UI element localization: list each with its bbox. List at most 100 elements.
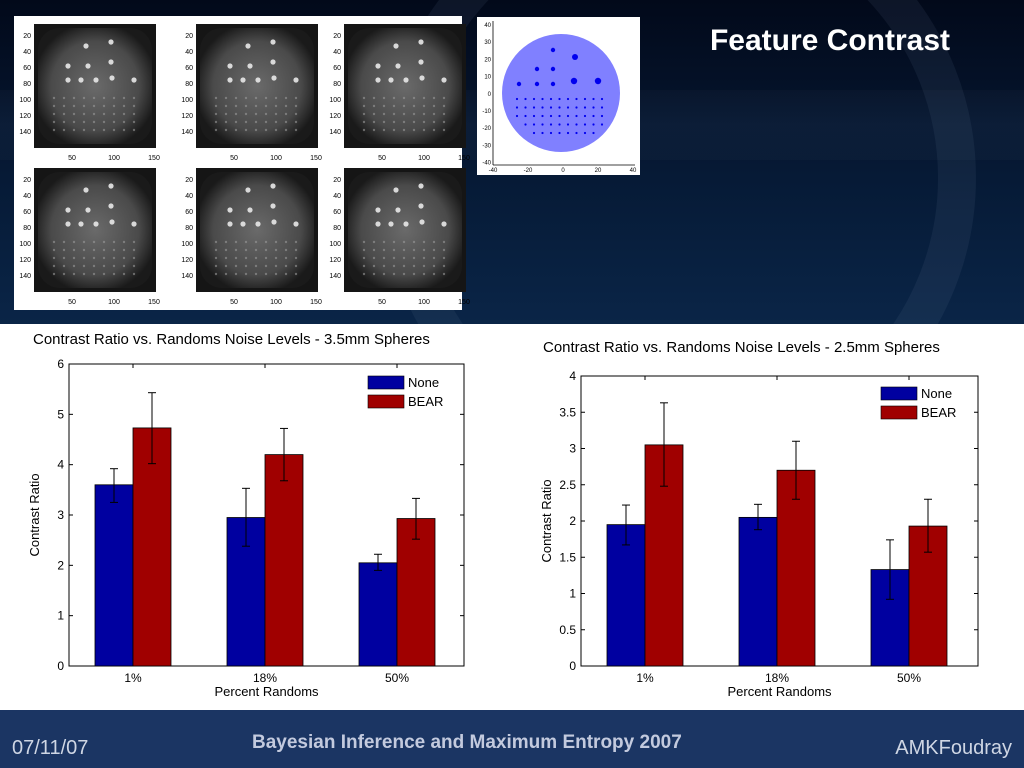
charts-area: Contrast Ratio vs. Randoms Noise Levels … bbox=[0, 324, 1024, 710]
phantom-y-tick: -30 bbox=[482, 143, 491, 149]
bar-bear-3 bbox=[396, 518, 436, 667]
pet-y-tick: 120 bbox=[19, 257, 31, 264]
pet-y-tick: 80 bbox=[333, 225, 341, 232]
bar-bear-2 bbox=[264, 454, 304, 667]
pet-y-tick: 60 bbox=[23, 209, 31, 216]
pet-image-5: 20 40 60 80 100 120 140 50 100 150 bbox=[181, 168, 322, 306]
pet-y-tick: 60 bbox=[333, 65, 341, 72]
pet-x-tick: 100 bbox=[418, 299, 430, 306]
pet-image-1: 20 40 60 80 100 120 140 50 100 150 bbox=[19, 24, 160, 162]
pet-y-tick: 100 bbox=[19, 241, 31, 248]
pet-y-tick: 140 bbox=[19, 273, 31, 280]
y-axis-label: Contrast Ratio bbox=[27, 473, 42, 556]
phantom-small-sphere bbox=[532, 114, 536, 118]
legend-swatch-bear bbox=[367, 394, 405, 409]
pet-x-tick: 150 bbox=[148, 155, 160, 162]
phantom-small-sphere bbox=[566, 114, 570, 118]
phantom-small-sphere bbox=[549, 131, 553, 135]
phantom-disk bbox=[502, 34, 620, 152]
phantom-x-tick: 0 bbox=[561, 168, 565, 174]
y-tick-label: 2 bbox=[57, 558, 64, 572]
y-tick-label: 5 bbox=[57, 407, 64, 421]
y-tick-label: 0 bbox=[57, 659, 64, 673]
y-tick-label: 2 bbox=[569, 514, 576, 528]
legend-label-none: None bbox=[921, 386, 952, 401]
pet-x-tick: 150 bbox=[148, 299, 160, 306]
phantom-small-sphere bbox=[541, 114, 544, 118]
pet-y-tick: 20 bbox=[333, 33, 341, 40]
phantom-small-sphere bbox=[575, 106, 578, 109]
pet-y-tick: 40 bbox=[185, 49, 193, 56]
phantom-small-sphere bbox=[583, 114, 587, 118]
pet-y-tick: 60 bbox=[333, 209, 341, 216]
phantom-small-sphere bbox=[566, 97, 570, 101]
pet-x-tick: 50 bbox=[68, 155, 76, 162]
phantom-small-sphere bbox=[592, 131, 595, 135]
pet-y-tick: 40 bbox=[333, 193, 341, 200]
phantom-sphere bbox=[594, 77, 602, 85]
phantom-sphere bbox=[534, 81, 540, 87]
bar-none-3 bbox=[358, 562, 398, 667]
phantom-small-sphere bbox=[549, 114, 553, 118]
phantom-small-sphere bbox=[600, 123, 604, 126]
phantom-y-tick: -10 bbox=[482, 109, 491, 115]
phantom-small-sphere bbox=[558, 106, 561, 109]
phantom-sphere bbox=[534, 66, 540, 72]
y-axis-label: Contrast Ratio bbox=[539, 479, 554, 562]
y-tick-label: 1 bbox=[57, 609, 64, 623]
legend-swatch-bear bbox=[880, 405, 918, 420]
pet-x-tick: 50 bbox=[230, 299, 238, 306]
phantom-small-sphere bbox=[592, 106, 595, 109]
phantom-small-sphere bbox=[532, 106, 536, 109]
phantom-small-sphere bbox=[558, 114, 561, 118]
pet-x-tick: 100 bbox=[270, 299, 282, 306]
phantom-x-tick: 20 bbox=[595, 168, 602, 174]
pet-y-tick: 20 bbox=[23, 177, 31, 184]
pet-x-tick: 50 bbox=[68, 299, 76, 306]
pet-x-tick: 150 bbox=[458, 155, 470, 162]
y-tick-label: 3 bbox=[569, 442, 576, 456]
pet-y-tick: 40 bbox=[23, 193, 31, 200]
phantom-x-tick: -40 bbox=[489, 168, 498, 174]
phantom-small-sphere bbox=[575, 97, 578, 101]
y-tick-label: 2.5 bbox=[559, 478, 576, 492]
phantom-small-sphere bbox=[515, 106, 519, 109]
legend-label-bear: BEAR bbox=[408, 394, 443, 409]
phantom-y-tick: 0 bbox=[488, 92, 492, 98]
pet-y-tick: 100 bbox=[181, 97, 193, 104]
chart-title: Contrast Ratio vs. Randoms Noise Levels … bbox=[543, 339, 940, 356]
pet-y-tick: 40 bbox=[23, 49, 31, 56]
phantom-small-sphere bbox=[575, 131, 578, 135]
pet-y-tick: 120 bbox=[19, 113, 31, 120]
x-axis-label: Percent Randoms bbox=[727, 684, 832, 699]
phantom-small-sphere bbox=[515, 114, 519, 118]
phantom-small-sphere bbox=[566, 123, 570, 126]
pet-y-tick: 140 bbox=[329, 129, 341, 136]
y-tick-label: 0 bbox=[569, 659, 576, 673]
pet-y-tick: 80 bbox=[185, 225, 193, 232]
phantom-small-sphere bbox=[524, 97, 527, 101]
pet-y-tick: 100 bbox=[181, 241, 193, 248]
y-tick-label: 0.5 bbox=[559, 623, 576, 637]
phantom-small-sphere bbox=[524, 123, 527, 126]
phantom-sphere bbox=[550, 81, 556, 87]
pet-image-2: 20 40 60 80 100 120 140 50 100 150 bbox=[181, 24, 322, 162]
phantom-small-sphere bbox=[532, 131, 536, 135]
x-axis-label: Percent Randoms bbox=[214, 684, 319, 699]
phantom-sphere bbox=[572, 54, 578, 60]
pet-y-tick: 100 bbox=[329, 241, 341, 248]
phantom-small-sphere bbox=[583, 131, 587, 135]
pet-x-tick: 100 bbox=[108, 155, 120, 162]
chart-2-5mm-spheres: Contrast Ratio vs. Randoms Noise Levels … bbox=[539, 339, 979, 699]
bar-bear-2 bbox=[776, 469, 816, 667]
footer-date: 07/11/07 bbox=[12, 737, 89, 759]
pet-y-tick: 80 bbox=[185, 81, 193, 88]
footer-conference: Bayesian Inference and Maximum Entropy 2… bbox=[252, 732, 682, 753]
phantom-small-sphere bbox=[583, 97, 587, 101]
phantom-small-sphere bbox=[558, 97, 561, 101]
phantom-small-sphere bbox=[558, 123, 561, 126]
y-tick-label: 1 bbox=[569, 587, 576, 601]
x-tick-label: 18% bbox=[253, 671, 277, 685]
pet-x-tick: 150 bbox=[310, 299, 322, 306]
pet-y-tick: 100 bbox=[19, 97, 31, 104]
